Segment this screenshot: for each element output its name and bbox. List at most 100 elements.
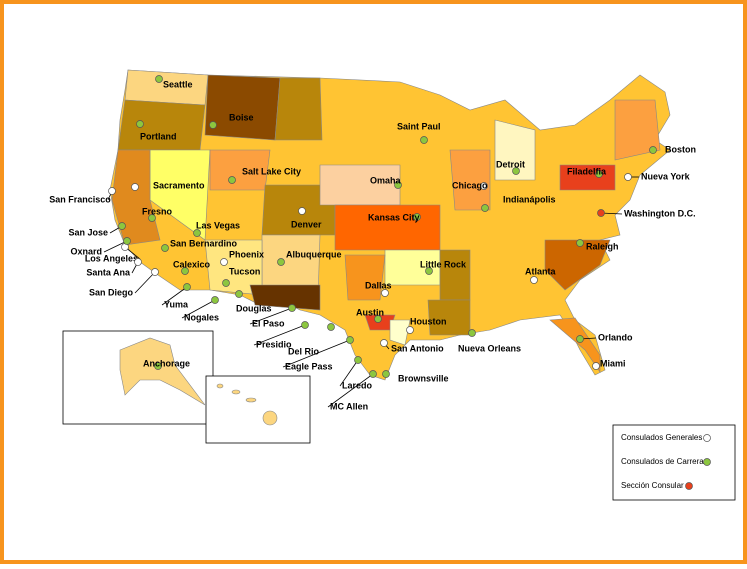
legend-label: Consulados de Carrera xyxy=(621,457,704,466)
state xyxy=(111,149,161,246)
office-dot xyxy=(298,207,306,215)
office-dot xyxy=(649,146,657,154)
office-dot xyxy=(136,120,144,128)
alaska xyxy=(119,337,206,406)
state xyxy=(449,149,491,211)
legend-dot xyxy=(703,458,711,466)
city-label: Omaha xyxy=(370,175,402,185)
city-label: Denver xyxy=(291,219,322,229)
leader-line xyxy=(161,286,188,306)
city-label: Saint Paul xyxy=(397,121,441,131)
city-label: Seattle xyxy=(163,79,193,89)
office-dot xyxy=(394,181,402,189)
city-label: Little Rock xyxy=(420,259,467,269)
office-dot xyxy=(151,268,159,276)
office-dot xyxy=(380,339,388,347)
city-label: El Paso xyxy=(252,318,285,328)
leader-line xyxy=(282,339,351,368)
office-dot xyxy=(301,321,309,329)
city-label: Washington D.C. xyxy=(624,208,696,218)
office-dot xyxy=(406,326,414,334)
office-dot xyxy=(154,362,162,370)
office-dot xyxy=(193,229,201,237)
office-dot xyxy=(374,315,382,323)
city-label: Phoenix xyxy=(229,249,264,259)
city-label: MC Allen xyxy=(330,401,368,411)
city-label: Las Vegas xyxy=(196,220,240,230)
leader-line xyxy=(103,240,128,253)
city-label: Austin xyxy=(356,307,384,317)
city-label: Nogales xyxy=(184,312,219,322)
office-dot xyxy=(413,213,421,221)
office-dot xyxy=(277,258,285,266)
office-dot xyxy=(235,290,243,298)
hawaii xyxy=(216,383,278,426)
office-dot xyxy=(108,187,116,195)
legend-dot xyxy=(685,482,693,490)
office-dot xyxy=(468,329,476,337)
city-label: San Diego xyxy=(89,287,134,297)
state xyxy=(614,99,661,161)
city-label: Orlando xyxy=(598,332,633,342)
office-dot xyxy=(228,176,236,184)
city-label: Portland xyxy=(140,131,177,141)
office-dot xyxy=(161,244,169,252)
island xyxy=(231,389,241,395)
us-map xyxy=(109,69,671,381)
city-label: Yuma xyxy=(164,299,189,309)
city-label: Raleigh xyxy=(586,241,619,251)
city-label: Sacramento xyxy=(153,180,205,190)
legend-label: Consulados Generales xyxy=(621,433,702,442)
office-dot xyxy=(183,283,191,291)
state xyxy=(549,317,601,373)
office-dot xyxy=(181,267,189,275)
state xyxy=(389,319,411,346)
office-dot xyxy=(480,182,488,190)
city-label: San Francisco xyxy=(49,194,111,204)
city-label: Oxnard xyxy=(70,246,102,256)
office-dot xyxy=(148,214,156,222)
office-dot xyxy=(346,336,354,344)
city-label: Boston xyxy=(665,144,696,154)
legend-label: Sección Consular xyxy=(621,481,684,490)
city-label: Fresno xyxy=(142,206,173,216)
city-label: Brownsville xyxy=(398,373,449,383)
office-dot xyxy=(134,258,142,266)
state xyxy=(204,74,281,141)
city-label: Los Angeles xyxy=(85,253,138,263)
state xyxy=(439,249,471,301)
leader-line xyxy=(134,271,156,294)
leader-line xyxy=(181,299,216,319)
office-dot xyxy=(118,222,126,230)
city-label: Nueva York xyxy=(641,171,691,181)
office-dot xyxy=(209,121,217,129)
state xyxy=(544,239,611,291)
hawaii-inset xyxy=(205,375,311,444)
city-label: Anchorage xyxy=(143,358,190,368)
city-label: San Bernardino xyxy=(170,238,238,248)
city-label: Presidio xyxy=(256,339,292,349)
office-dot xyxy=(288,304,296,312)
office-dot xyxy=(131,183,139,191)
office-dot xyxy=(595,170,603,178)
office-dot xyxy=(222,279,230,287)
office-dot xyxy=(211,296,219,304)
state xyxy=(117,99,206,151)
city-label: Filadelfia xyxy=(567,166,607,176)
city-label: San Jose xyxy=(68,227,108,237)
leader-line xyxy=(253,324,306,346)
city-label: Detroit xyxy=(496,159,525,169)
city-label: Del Rio xyxy=(288,346,320,356)
island xyxy=(245,397,257,403)
office-dot xyxy=(327,323,335,331)
city-label: Tucson xyxy=(229,266,260,276)
island xyxy=(262,410,278,426)
state xyxy=(249,284,321,311)
city-label: Houston xyxy=(410,316,447,326)
office-dot xyxy=(576,239,584,247)
state xyxy=(344,254,386,301)
legend-items: Consulados Generales Consulados de Carrer… xyxy=(621,433,711,490)
city-label: Indianápolis xyxy=(503,194,556,204)
office-dot xyxy=(369,370,377,378)
city-label: Chicago xyxy=(452,180,488,190)
